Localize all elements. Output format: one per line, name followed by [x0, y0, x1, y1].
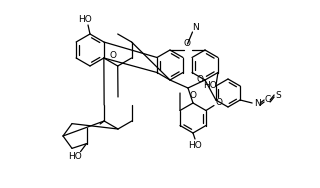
Text: S: S	[275, 90, 281, 99]
Text: O: O	[215, 98, 222, 107]
Text: HO: HO	[188, 140, 202, 149]
Text: HO: HO	[203, 82, 217, 90]
Text: O: O	[184, 39, 191, 49]
Text: N: N	[254, 99, 260, 108]
Text: HO: HO	[68, 152, 81, 161]
Text: N: N	[192, 24, 199, 33]
Text: HO: HO	[78, 14, 92, 24]
Text: O: O	[189, 92, 196, 101]
Text: O: O	[109, 51, 116, 59]
Text: C: C	[265, 95, 271, 104]
Text: O: O	[196, 76, 204, 84]
